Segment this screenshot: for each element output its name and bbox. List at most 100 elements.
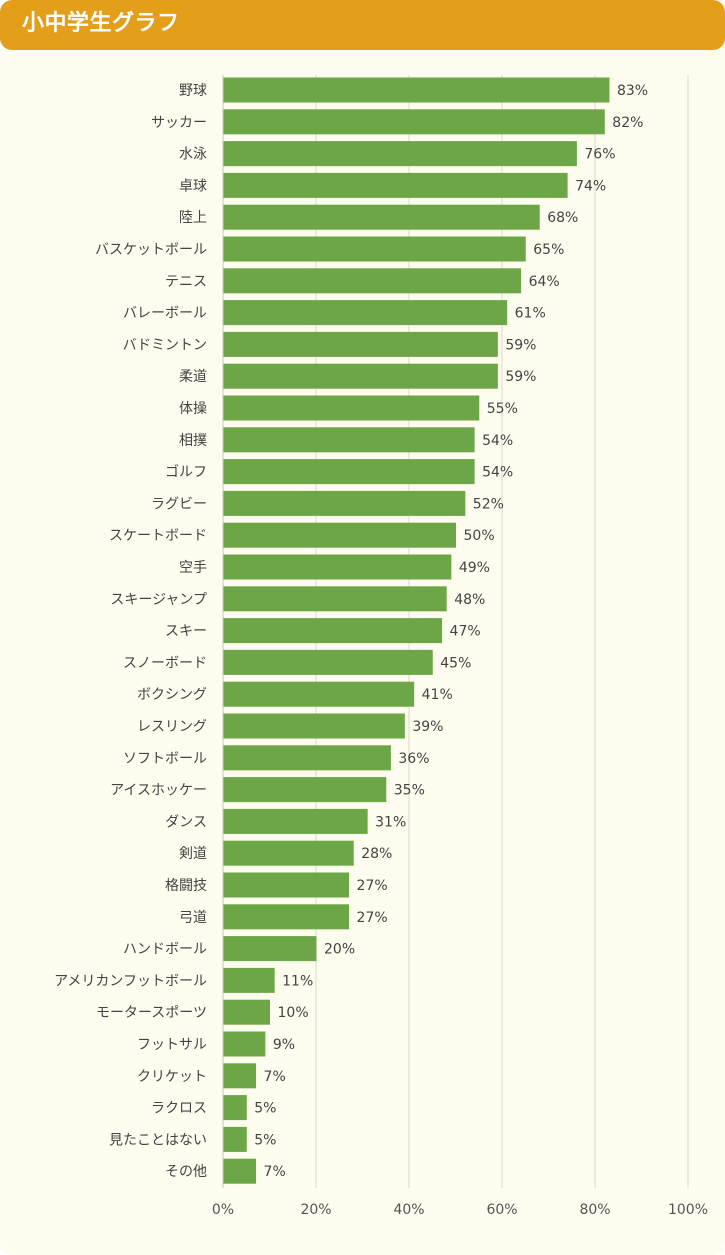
- value-label-10: 55%: [487, 401, 518, 417]
- bar-0: [223, 77, 610, 103]
- value-label-18: 45%: [440, 655, 471, 671]
- bar-7: [223, 300, 508, 326]
- value-label-22: 35%: [394, 783, 425, 799]
- category-label-0: 野球: [179, 83, 207, 99]
- value-label-20: 39%: [412, 719, 443, 735]
- value-label-6: 64%: [529, 274, 560, 290]
- bar-19: [223, 681, 415, 707]
- bar-3: [223, 172, 568, 198]
- bar-22: [223, 777, 387, 803]
- category-label-13: ラグビー: [151, 496, 207, 512]
- value-label-33: 5%: [254, 1132, 276, 1148]
- category-label-24: 剣道: [179, 846, 207, 862]
- category-label-14: スケートボード: [109, 528, 207, 544]
- bar-5: [223, 236, 526, 262]
- value-label-19: 41%: [422, 687, 453, 703]
- value-label-1: 82%: [612, 115, 643, 131]
- value-label-7: 61%: [515, 306, 546, 322]
- bar-12: [223, 459, 475, 485]
- category-label-1: サッカー: [151, 115, 207, 131]
- value-label-16: 48%: [454, 592, 485, 608]
- bar-23: [223, 808, 368, 834]
- value-label-25: 27%: [357, 878, 388, 894]
- category-label-28: アメリカンフットボール: [54, 973, 207, 989]
- value-label-17: 47%: [450, 624, 481, 640]
- category-label-16: スキージャンプ: [110, 592, 207, 608]
- bar-chart: 0% 20% 40% 60% 80% 100% 野球 83% サッカー 82% 水泳 76% 卓球 74%…: [54, 75, 708, 1218]
- value-label-8: 59%: [505, 337, 536, 353]
- category-label-21: ソフトボール: [123, 751, 207, 767]
- value-label-32: 5%: [254, 1101, 276, 1117]
- bar-34: [223, 1158, 257, 1184]
- value-label-14: 50%: [464, 528, 495, 544]
- value-label-4: 68%: [547, 210, 578, 226]
- bar-27: [223, 936, 317, 962]
- category-label-9: 柔道: [179, 369, 207, 385]
- bar-14: [223, 522, 456, 548]
- value-label-28: 11%: [282, 973, 313, 989]
- x-tick-label-80: 80%: [579, 1202, 610, 1218]
- value-label-31: 7%: [264, 1069, 286, 1085]
- category-label-32: ラクロス: [151, 1101, 207, 1117]
- chart-title: 小中学生グラフ: [22, 11, 180, 36]
- bar-21: [223, 745, 391, 771]
- bar-31: [223, 1063, 257, 1089]
- bar-2: [223, 141, 577, 167]
- bar-13: [223, 490, 466, 516]
- category-label-12: ゴルフ: [165, 464, 207, 481]
- bar-6: [223, 268, 522, 294]
- category-label-2: 水泳: [179, 147, 207, 163]
- x-tick-label-0: 0%: [212, 1202, 234, 1218]
- category-label-11: 相撲: [179, 433, 207, 449]
- bar-15: [223, 554, 452, 580]
- value-label-21: 36%: [398, 751, 429, 767]
- category-label-30: フットサル: [137, 1037, 207, 1053]
- bar-16: [223, 586, 447, 612]
- x-tick-label-20: 20%: [300, 1202, 331, 1218]
- bar-18: [223, 649, 433, 675]
- category-label-5: バスケットボール: [95, 242, 207, 258]
- bar-1: [223, 109, 605, 135]
- value-label-24: 28%: [361, 846, 392, 862]
- bar-10: [223, 395, 480, 421]
- value-label-9: 59%: [505, 369, 536, 385]
- category-label-17: スキー: [165, 624, 207, 640]
- value-label-29: 10%: [278, 1005, 309, 1021]
- category-label-15: 空手: [179, 560, 207, 576]
- category-label-26: 弓道: [179, 910, 207, 926]
- value-label-13: 52%: [473, 496, 504, 512]
- category-label-3: 卓球: [179, 178, 207, 194]
- category-label-8: バドミントン: [123, 337, 207, 353]
- category-label-23: ダンス: [165, 814, 207, 830]
- category-label-20: レスリング: [137, 719, 207, 735]
- x-tick-label-40: 40%: [393, 1202, 424, 1218]
- x-tick-label-60: 60%: [486, 1202, 517, 1218]
- category-label-18: スノーボード: [123, 655, 207, 671]
- category-label-7: バレーボール: [123, 306, 207, 322]
- bar-9: [223, 363, 498, 389]
- bar-32: [223, 1095, 247, 1121]
- x-tick-label-100: 100%: [668, 1202, 708, 1218]
- category-label-22: アイスホッケー: [110, 783, 207, 799]
- category-label-19: ボクシング: [137, 687, 207, 703]
- category-label-34: その他: [165, 1164, 207, 1180]
- bar-20: [223, 713, 405, 739]
- category-label-6: テニス: [165, 274, 207, 290]
- category-label-33: 見たことはない: [109, 1132, 207, 1148]
- value-label-34: 7%: [264, 1164, 286, 1180]
- bar-24: [223, 840, 354, 866]
- bar-33: [223, 1126, 247, 1152]
- bar-25: [223, 872, 350, 898]
- category-label-25: 格闘技: [165, 878, 207, 894]
- bar-8: [223, 331, 498, 357]
- value-label-0: 83%: [617, 83, 648, 99]
- bar-4: [223, 204, 540, 230]
- value-label-30: 9%: [273, 1037, 295, 1053]
- bar-11: [223, 427, 475, 453]
- bar-28: [223, 967, 275, 993]
- value-label-11: 54%: [482, 433, 513, 449]
- value-label-12: 54%: [482, 465, 513, 481]
- value-label-2: 76%: [584, 147, 615, 163]
- header-bar: 小中学生グラフ: [0, 0, 725, 50]
